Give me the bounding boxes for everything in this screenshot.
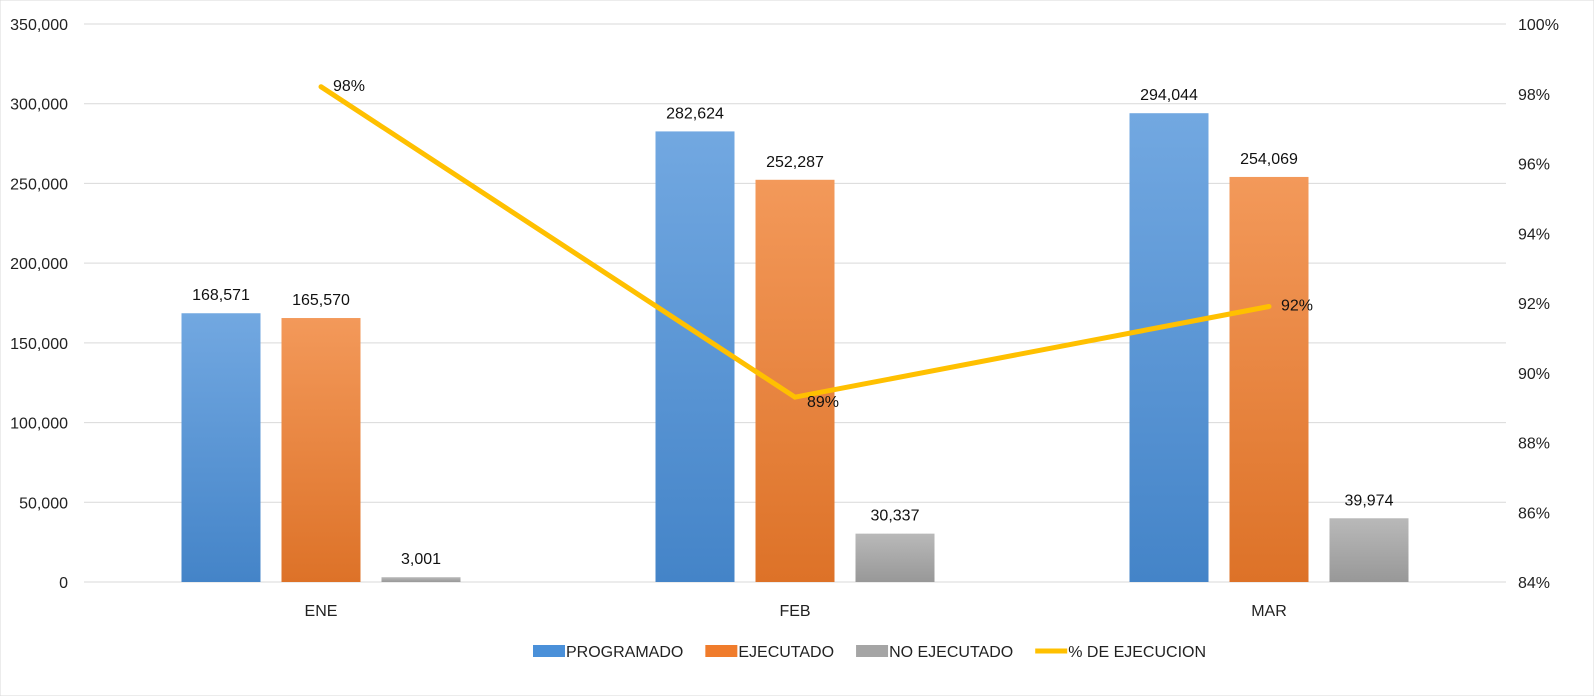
bar-programado-mar [1129,113,1209,583]
legend-item: PROGRAMADO [533,644,683,661]
right-tick-label: 92% [1518,296,1550,313]
legend-item: EJECUTADO [705,644,834,661]
right-tick-label: 94% [1518,226,1550,243]
right-tick-label: 98% [1518,87,1550,104]
left-tick-label: 350,000 [10,17,68,34]
bar-ejecutado-ene [281,318,361,582]
right-tick-label: 88% [1518,436,1550,453]
left-tick-label: 250,000 [10,176,68,193]
right-tick-label: 90% [1518,366,1550,383]
legend-label: EJECUTADO [738,644,834,661]
legend-item: % DE EJECUCION [1035,644,1206,661]
line-point [318,84,324,90]
left-axis: 0 50,000 100,000 150,000 200,000 250,000 300,0… [10,17,68,592]
line-value-label: 98% [333,78,365,95]
left-tick-label: 150,000 [10,336,68,353]
legend-label: PROGRAMADO [566,644,683,661]
data-labels: 168,571 165,570 3,001 282,624 252,287 30,337 2… [192,78,1393,568]
right-tick-label: 84% [1518,575,1550,592]
bar-value-label: 294,044 [1140,87,1198,104]
category-label: ENE [305,603,338,620]
bar-value-label: 168,571 [192,287,250,304]
bar-value-label: 282,624 [666,105,724,122]
legend-swatch [705,645,738,657]
right-axis: 84% 86% 88% 90% 92% 94% 96% 98% 100% [1518,17,1559,592]
right-tick-label: 100% [1518,17,1559,34]
bar-ejecutado-mar [1229,176,1309,583]
category-label: FEB [779,603,810,620]
right-tick-label: 96% [1518,157,1550,174]
execution-line [318,84,1272,400]
legend-label: % DE EJECUCION [1068,644,1206,661]
left-tick-label: 100,000 [10,416,68,433]
right-tick-label: 86% [1518,505,1550,522]
bar-programado-ene [181,313,261,582]
category-label: MAR [1251,603,1287,620]
legend-swatch [533,645,565,657]
legend-label: NO EJECUTADO [889,644,1013,661]
left-tick-label: 50,000 [19,495,68,512]
bar-value-label: 39,974 [1345,492,1394,509]
left-tick-label: 300,000 [10,97,68,114]
line-point [1266,303,1272,309]
category-axis: ENE FEB MAR [305,603,1287,620]
bars [181,113,1409,583]
bar-value-label: 30,337 [871,508,920,525]
left-tick-label: 200,000 [10,256,68,273]
legend-swatch [856,645,889,657]
line-value-label: 92% [1281,297,1313,314]
bar-value-label: 252,287 [766,154,824,171]
bar-no-ejecutado-mar [1329,518,1409,582]
line-point [792,394,798,400]
bar-no-ejecutado-feb [855,533,935,582]
bar-value-label: 3,001 [401,551,441,568]
left-tick-label: 0 [59,575,68,592]
bar-value-label: 165,570 [292,292,350,309]
line-value-label: 89% [807,394,839,411]
legend: PROGRAMADO EJECUTADO NO EJECUTADO % DE EJEC… [533,644,1206,661]
legend-item: NO EJECUTADO [856,644,1013,661]
bar-value-label: 254,069 [1240,151,1298,168]
bar-programado-feb [655,131,735,582]
bar-no-ejecutado-ene [381,577,461,582]
